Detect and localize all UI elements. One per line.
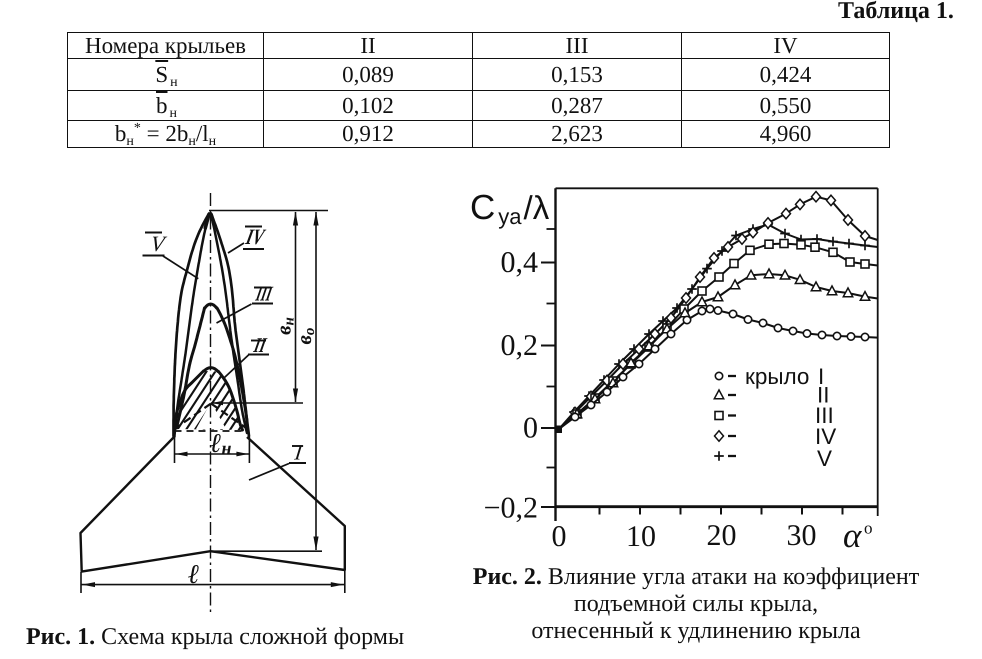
svg-text:0,2: 0,2: [501, 329, 539, 362]
svg-text:0: 0: [523, 412, 538, 445]
svg-text:0: 0: [552, 520, 567, 553]
svg-text:ℓ: ℓ: [188, 559, 200, 589]
svg-text:вн: вн: [272, 317, 298, 335]
svg-text:o: o: [864, 519, 873, 538]
svg-text:II: II: [817, 383, 830, 408]
svg-text:IV: IV: [815, 424, 836, 449]
svg-text:Cya/λ: Cya/λ: [470, 188, 550, 229]
svg-text:IV: IV: [243, 224, 268, 249]
svg-text:III: III: [253, 282, 275, 306]
svg-text:20: 20: [707, 519, 737, 552]
svg-text:10: 10: [626, 520, 656, 553]
svg-text:III: III: [815, 403, 834, 428]
svg-text:α: α: [843, 516, 862, 555]
svg-text:I: I: [292, 441, 304, 465]
svg-text:−0,2: −0,2: [484, 492, 538, 525]
svg-text:I: I: [818, 364, 824, 389]
svg-text:0,4: 0,4: [501, 246, 539, 279]
svg-text:II: II: [251, 333, 269, 357]
svg-text:V: V: [817, 446, 832, 471]
svg-text:V: V: [149, 231, 168, 256]
svg-text:30: 30: [787, 519, 817, 552]
svg-text:ℓн: ℓн: [210, 428, 232, 458]
svg-text:крыло: крыло: [745, 364, 809, 389]
